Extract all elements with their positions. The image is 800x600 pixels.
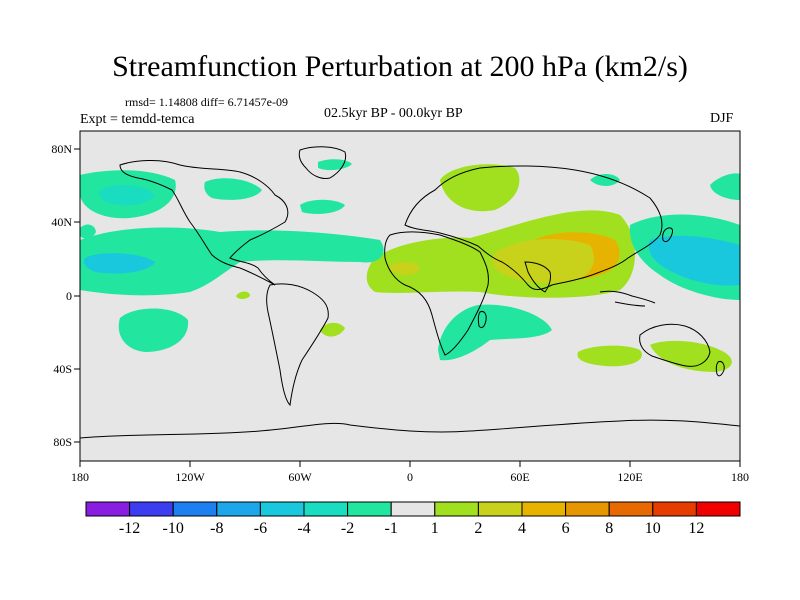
colorbar-label: 1 [431,520,439,537]
colorbar-swatch [347,501,392,517]
colorbar-swatch [172,501,218,517]
season-label: DJF [710,111,734,126]
contour-positive-europe [440,164,520,212]
contour-positive-brazil [320,322,345,337]
contour-negative-pacific-core [83,253,155,274]
coast-australia [639,323,711,367]
lat-tick-label: 0 [66,289,72,303]
colorbar-swatch [259,501,305,517]
colorbar-swatch [129,501,174,517]
colorbar-swatch [695,501,741,517]
lon-tick-label: 60W [288,470,312,484]
colorbar-label: 6 [562,520,570,537]
coast-madagascar [477,311,487,329]
coast-south-america [266,283,329,407]
contour-positive-small [236,291,250,299]
colorbar-swatch [477,501,523,517]
coast-indonesia [599,290,656,307]
colorbar-label: -8 [210,520,223,537]
colorbar-swatch [390,501,436,517]
colorbar-swatch [434,501,479,517]
lon-tick-label: 0 [407,470,413,484]
lat-tick-label: 40N [51,215,72,229]
contour-negative-east-asia [590,174,620,186]
coast-antarctica [79,419,741,439]
colorbar-swatch [565,501,610,517]
contour-negative-west-pacific-core [648,235,740,286]
colorbar: -12 -10 -8 -6 -4 -2 -1 1 2 4 6 8 10 12 [85,501,741,537]
lat-tick-label: 40S [53,362,72,376]
contour-negative-south-africa [438,304,552,361]
coast-eurasia [404,165,663,290]
colorbar-swatch [216,501,261,517]
contour-positive-yellow-asia [492,238,594,284]
coastlines [79,146,741,439]
latitude-labels: 80N 40N 0 40S 80S [51,142,72,449]
coast-africa [384,231,489,356]
contour-negative-canada [204,178,262,200]
lon-tick-label: 180 [731,470,749,484]
colorbar-label: -2 [341,520,354,537]
colorbar-label: -12 [119,520,140,537]
colorbar-swatch [521,501,567,517]
contour-positive-small-africa [388,262,420,275]
longitude-labels: 180 120W 60W 0 60E 120E 180 [71,470,749,484]
map-ticks [74,148,741,467]
lon-tick-label: 120E [617,470,642,484]
lat-tick-label: 80N [51,142,72,156]
colorbar-label: 4 [518,520,526,537]
experiment-label: Expt = temdd-temca [80,112,195,127]
colorbar-swatch [303,501,349,517]
colorbar-label: 8 [605,520,613,537]
contour-negative-south-pacific [118,308,189,352]
coast-japan [662,227,673,243]
lon-tick-label: 180 [71,470,89,484]
coast-greenland [298,146,347,179]
contour-fills [80,159,740,372]
lon-tick-label: 120W [175,470,205,484]
coast-north-america [119,160,289,286]
contour-negative-alaska-core [99,185,155,206]
colorbar-label: 2 [474,520,482,537]
stats-text: rmsd= 1.14808 diff= 6.71457e-09 [125,95,288,109]
coast-india [524,261,551,293]
colorbar-swatch [608,501,654,517]
colorbar-swatch [85,501,131,517]
colorbar-label: 10 [645,520,661,537]
contour-positive-indian-ocean [577,345,642,367]
contour-negative-west-pacific-small [80,224,96,239]
colorbar-label: -1 [385,520,398,537]
coast-new-zealand [715,361,725,377]
contour-negative-arctic [710,173,740,200]
lat-tick-label: 80S [53,435,72,449]
colorbar-label: -4 [297,520,310,537]
period-label: 02.5kyr BP - 00.0kyr BP [324,106,463,121]
lon-tick-label: 60E [510,470,529,484]
colorbar-label: 12 [688,520,704,537]
contour-negative-north-atlantic [300,199,345,214]
colorbar-label: -10 [163,520,184,537]
contour-negative-atlantic [80,227,384,296]
contour-negative-greenland [318,159,352,171]
colorbar-label: -6 [254,520,267,537]
contour-positive-australia [650,340,732,372]
map-background [80,131,740,461]
map-title: Streamfunction Perturbation at 200 hPa (… [112,50,688,83]
colorbar-swatch [652,501,697,517]
